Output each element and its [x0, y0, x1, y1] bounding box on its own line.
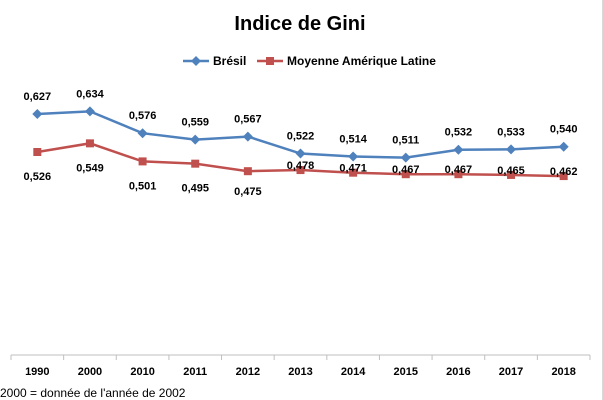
data-point-bresil [506, 144, 517, 155]
x-axis: 1990 2000 2010 2011 2012 2013 2014 2015 2016 2017… [10, 354, 591, 378]
data-label-amerique-latine: 0,549 [76, 162, 104, 174]
data-point-bresil [190, 134, 201, 145]
data-point-bresil [453, 144, 464, 155]
data-label-amerique-latine: 0,501 [129, 180, 157, 192]
chart-legend: Brésil Moyenne Amérique Latine [183, 54, 436, 68]
data-label-bresil: 0,532 [445, 127, 473, 139]
data-point-bresil [558, 141, 569, 152]
data-point-bresil [348, 151, 359, 162]
data-point-bresil [137, 128, 148, 139]
x-tick-label: 2010 [130, 366, 154, 378]
plot-area: 0,627 0,634 0,576 0,559 0,567 0,522 0,514 0,511… [24, 88, 578, 198]
data-label-amerique-latine: 0,471 [339, 163, 367, 175]
x-tick-label: 2014 [341, 366, 366, 378]
data-label-bresil: 0,514 [339, 134, 367, 146]
data-point-bresil [32, 109, 43, 119]
data-point-amerique-latine [559, 172, 568, 181]
data-point-amerique-latine [243, 167, 252, 176]
legend-label: Brésil [213, 54, 246, 68]
data-point-amerique-latine [507, 170, 516, 179]
x-tick-label: 2015 [394, 366, 418, 378]
data-label-amerique-latine: 0,475 [234, 186, 262, 198]
data-point-amerique-latine [138, 157, 147, 166]
legend-marker-diamond [191, 56, 201, 66]
footnote: 2000 = donnée de l'année de 2002 [0, 386, 186, 400]
data-point-bresil [400, 152, 411, 163]
data-point-bresil [84, 106, 95, 117]
data-label-amerique-latine: 0,467 [445, 164, 473, 176]
data-label-amerique-latine: 0,478 [287, 160, 315, 172]
data-point-amerique-latine [85, 139, 94, 148]
data-label-bresil: 0,634 [76, 88, 104, 100]
x-tick-label: 2016 [446, 366, 470, 378]
data-label-bresil: 0,522 [287, 131, 315, 143]
data-label-bresil: 0,627 [24, 91, 52, 103]
x-tick-label: 2011 [183, 366, 207, 378]
data-label-bresil: 0,533 [497, 126, 525, 138]
data-label-amerique-latine: 0,467 [392, 164, 420, 176]
data-point-bresil [295, 148, 306, 159]
x-tick-label: 1990 [25, 366, 49, 378]
data-point-amerique-latine [33, 148, 42, 156]
data-point-amerique-latine [296, 166, 305, 175]
x-tick-label: 2013 [288, 366, 312, 378]
data-label-bresil: 0,567 [234, 114, 262, 126]
x-tick-label: 2000 [78, 366, 102, 378]
chart-title: Indice de Gini [234, 13, 365, 35]
data-label-bresil: 0,559 [181, 117, 209, 129]
data-label-bresil: 0,511 [392, 135, 419, 147]
data-label-amerique-latine: 0,495 [181, 183, 209, 195]
data-point-amerique-latine [349, 168, 358, 177]
data-point-amerique-latine [401, 170, 410, 179]
data-point-amerique-latine [454, 170, 463, 179]
legend-marker-square [266, 57, 274, 65]
x-tick-label: 2018 [551, 366, 575, 378]
legend-label: Moyenne Amérique Latine [287, 54, 436, 68]
data-label-amerique-latine: 0,462 [550, 166, 578, 178]
data-point-bresil [242, 131, 253, 142]
data-label-bresil: 0,540 [550, 124, 578, 136]
data-point-amerique-latine [191, 159, 200, 168]
x-tick-label: 2012 [236, 366, 260, 378]
data-label-amerique-latine: 0,526 [24, 171, 52, 183]
data-label-amerique-latine: 0,465 [497, 165, 525, 177]
x-tick-label: 2017 [499, 366, 523, 378]
data-label-bresil: 0,576 [129, 110, 157, 122]
